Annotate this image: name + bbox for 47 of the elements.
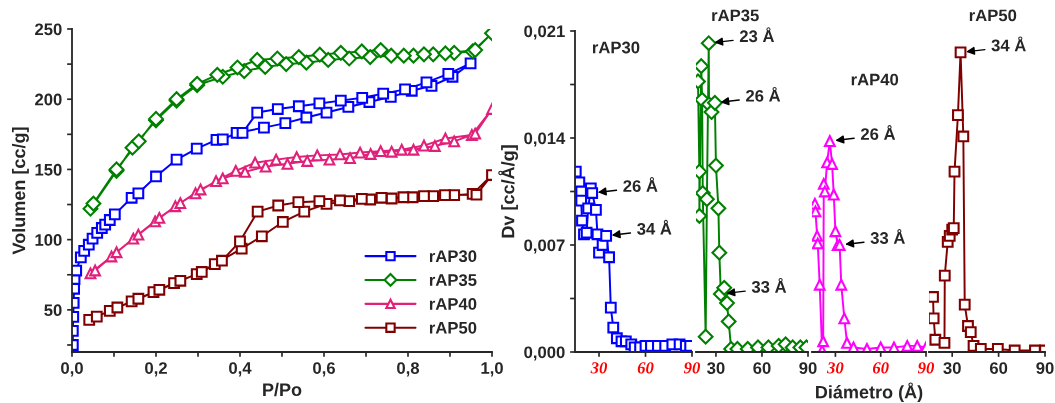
x-tick-label: 0,4	[229, 362, 252, 377]
x-tick-label: 90	[799, 362, 817, 374]
y-tick-label: 0,021	[524, 25, 565, 40]
x-tick-label: 30	[826, 362, 844, 374]
x-tick-label: 0,2	[145, 362, 167, 377]
y-tick-label: 50	[44, 304, 62, 317]
x-tick-label: 30	[943, 362, 961, 374]
y-tick-label: 100	[35, 234, 62, 246]
x-tick-label: 0,0	[61, 362, 83, 377]
series-label: rAP35	[712, 9, 759, 22]
x-tick-label: 60	[637, 362, 654, 374]
text: rAP30	[592, 41, 640, 54]
annotation: 26 Å	[746, 86, 781, 102]
y-axis-title: Dv [cc/Å/g]	[498, 145, 519, 238]
x-axis-title: P/Po	[263, 382, 302, 397]
x-tick-label: 60	[872, 362, 889, 374]
legend-label: rAP30	[429, 250, 477, 263]
text: rAP40	[851, 73, 899, 86]
annotation: 26 Å	[623, 177, 658, 192]
y-tick-label: 0,007	[524, 239, 565, 254]
y-tick-label: 250	[35, 23, 62, 36]
x-tick-label: 30	[590, 362, 608, 374]
x-tick-label: 90	[1036, 362, 1054, 374]
legend-label: rAP50	[429, 321, 477, 334]
x-tick-label: 0,6	[313, 362, 335, 377]
x-tick-label: 90	[683, 362, 701, 374]
y-tick-label: 0,000	[524, 346, 565, 361]
annotation: 34 Å	[991, 36, 1026, 52]
x-tick-label: 60	[989, 362, 1008, 374]
series-label: rAP50	[969, 9, 1017, 22]
x-axis-title: Diámetro (Å)	[816, 382, 923, 403]
x-tick-label: 1,0	[481, 362, 503, 377]
annotation: 34 Å	[637, 219, 672, 235]
legend-label: rAP35	[429, 274, 477, 286]
legend-label: rAP40	[429, 298, 477, 310]
annotation: 23 Å	[739, 27, 775, 43]
y-axis-title: Volumen [cc/g]	[12, 127, 29, 255]
annotation: 33 Å	[751, 277, 787, 293]
x-tick-label: 60	[753, 362, 771, 374]
y-tick-label: 150	[35, 163, 62, 176]
x-tick-label: 0,8	[397, 362, 420, 377]
annotation: 26 Å	[860, 125, 896, 140]
annotation: 33 Å	[870, 229, 905, 244]
y-tick-label: 0,014	[524, 132, 566, 147]
y-tick-label: 200	[35, 93, 62, 106]
x-tick-label: 30	[707, 362, 725, 374]
x-tick-label: 90	[917, 362, 935, 374]
